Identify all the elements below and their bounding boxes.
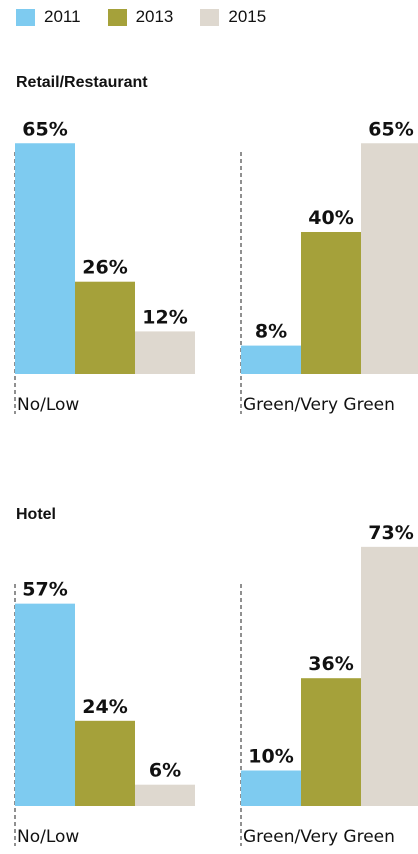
bar-value-label: 65% <box>368 118 413 140</box>
bar-2013-1 <box>301 232 361 374</box>
category-label: No/Low <box>17 395 79 415</box>
legend-swatch-2013 <box>107 8 127 26</box>
bar-value-label: 8% <box>255 321 287 343</box>
bar-2011-1 <box>241 345 301 374</box>
bar-value-label: 6% <box>149 760 181 782</box>
bar-2011-0 <box>15 603 75 806</box>
bar-value-label: 40% <box>308 207 353 229</box>
bar-2015-0 <box>135 784 195 806</box>
bar-2015-0 <box>135 331 195 374</box>
legend-swatch-2011 <box>16 8 35 26</box>
legend-label-2011: 2011 <box>44 7 81 26</box>
bar-value-label: 65% <box>22 118 67 140</box>
bar-2011-0 <box>15 143 75 374</box>
bar-value-label: 12% <box>142 306 187 328</box>
bar-value-label: 26% <box>82 257 127 279</box>
bar-2015-1 <box>361 143 418 374</box>
category-label: No/Low <box>17 827 79 847</box>
bar-2013-0 <box>75 281 135 374</box>
legend-item-2015: 2015 <box>200 7 266 27</box>
bar-value-label: 73% <box>368 522 413 544</box>
bar-value-label: 57% <box>22 579 67 601</box>
legend-swatch-2015 <box>200 8 220 26</box>
bar-value-label: 10% <box>248 746 293 768</box>
bar-2015-1 <box>361 546 418 806</box>
panel-title-retail: Retail/Restaurant <box>16 74 148 91</box>
legend-item-2011: 2011 <box>16 7 81 27</box>
panel-title-hotel: Hotel <box>16 506 56 523</box>
legend: 2011 2013 2015 <box>16 6 293 28</box>
bar-2011-1 <box>241 770 301 806</box>
legend-label-2013: 2013 <box>135 7 174 26</box>
bar-2013-0 <box>75 720 135 806</box>
bar-value-label: 36% <box>308 653 353 675</box>
legend-item-2013: 2013 <box>107 7 174 27</box>
legend-label-2015: 2015 <box>228 7 267 26</box>
category-label: Green/Very Green <box>243 827 395 847</box>
bar-2013-1 <box>301 678 361 806</box>
category-label: Green/Very Green <box>243 395 395 415</box>
bar-value-label: 24% <box>82 696 127 718</box>
